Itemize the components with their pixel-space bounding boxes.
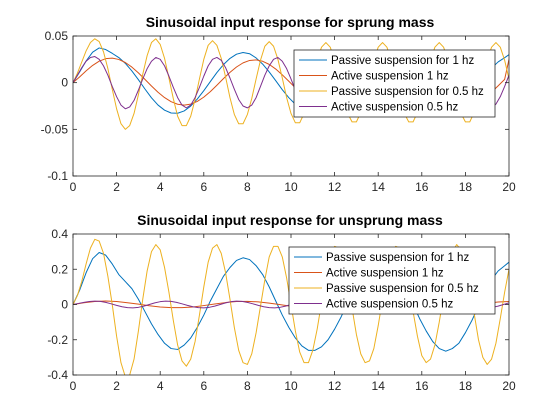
subplot-2-title: Sinusoidal input response for unsprung m… (137, 212, 443, 228)
subplot-1-xtick-label: 18 (459, 180, 473, 194)
subplot-2-legend-label: Active suspension 0.5 hz (326, 299, 453, 311)
subplot-1-legend-label: Active suspension 0.5 hz (331, 102, 458, 114)
subplot-2-legend: Passive suspension for 1 hz Active suspen… (289, 247, 495, 314)
subplot-1-xtick-label: 6 (200, 180, 207, 194)
subplot-1-xtick-label: 20 (502, 180, 516, 194)
subplot-1-legend: Passive suspension for 1 hz Active suspen… (294, 50, 495, 117)
subplot-2-legend-label: Passive suspension for 1 hz (326, 252, 469, 264)
subplot-1-legend-label: Passive suspension for 1 hz (331, 55, 474, 67)
subplot-2-ytick-label: 0 (61, 298, 68, 312)
subplot-2-ytick-label: -0.2 (47, 333, 68, 347)
subplot-1-xtick-label: 2 (113, 180, 120, 194)
subplot-1-xtick-label: 4 (157, 180, 164, 194)
subplot-2-xtick-label: 0 (70, 379, 77, 393)
subplot-2-ytick-label: -0.4 (47, 368, 68, 382)
subplot-2-xtick-label: 18 (459, 379, 473, 393)
subplot-2-xtick-label: 10 (284, 379, 298, 393)
subplot-1-xtick-label: 12 (328, 180, 342, 194)
subplot-2-xtick-label: 4 (157, 379, 164, 393)
subplot-1-xtick-label: 16 (415, 180, 429, 194)
subplot-2-ytick-label: 0.2 (51, 262, 68, 276)
subplot-1-xtick-label: 10 (284, 180, 298, 194)
subplot-2-xtick-label: 20 (502, 379, 516, 393)
subplot-1-xtick-label: 0 (70, 180, 77, 194)
subplot-1-xtick-label: 8 (244, 180, 251, 194)
subplot-1-ytick-label: -0.1 (47, 169, 68, 183)
subplot-1-legend-label: Passive suspension for 0.5 hz (331, 86, 484, 98)
subplot-2-xtick-label: 12 (328, 379, 342, 393)
subplot-2-ytick-label: 0.4 (51, 227, 68, 241)
subplot-1-ytick-label: 0 (61, 76, 68, 90)
subplot-2-xtick-label: 8 (244, 379, 251, 393)
subplot-1-ytick-label: 0.05 (45, 29, 69, 43)
subplot-1-legend-label: Active suspension 1 hz (331, 71, 449, 83)
subplot-2-xtick-label: 2 (113, 379, 120, 393)
subplot-2-xtick-label: 6 (200, 379, 207, 393)
subplot-2-legend-label: Active suspension 1 hz (326, 268, 444, 280)
subplot-1-ytick-label: -0.05 (41, 122, 69, 136)
subplot-1-title: Sinusoidal input response for sprung mas… (146, 14, 435, 30)
subplot-2-legend-label: Passive suspension for 0.5 hz (326, 283, 479, 295)
subplot-1-xtick-label: 14 (372, 180, 386, 194)
subplot-2-xtick-label: 14 (372, 379, 386, 393)
subplot-2-xtick-label: 16 (415, 379, 429, 393)
